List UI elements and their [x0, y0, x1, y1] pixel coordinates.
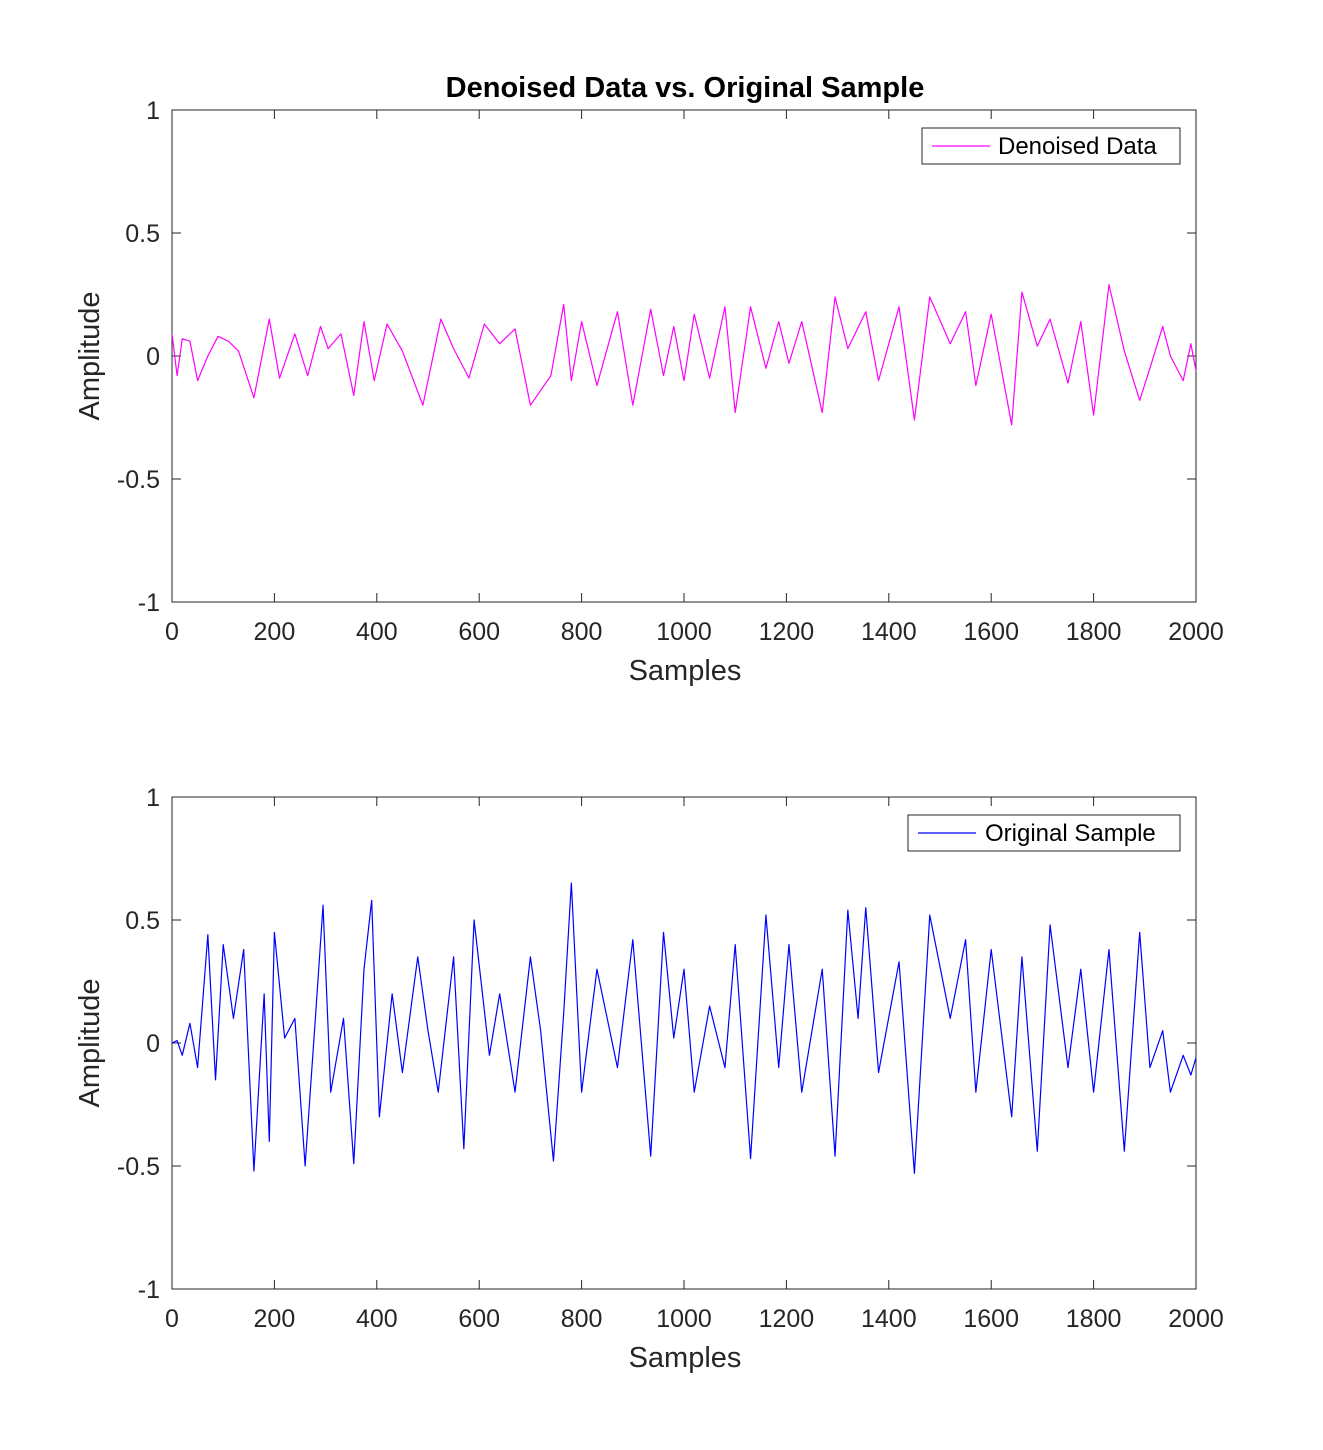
chart-title: Denoised Data vs. Original Sample: [446, 72, 925, 104]
y-tick-labels: 1 0.5 0 -0.5 -1: [117, 97, 160, 617]
plot-area: [171, 796, 1197, 1290]
x-tick-label: 1000: [656, 618, 712, 646]
legend: Original Sample: [907, 814, 1181, 852]
x-tick-label: 2000: [1168, 618, 1224, 646]
y-tick-label: 0: [146, 1030, 160, 1058]
x-tick-label: 1200: [759, 1305, 815, 1333]
x-tick-label: 1400: [861, 1305, 917, 1333]
legend-label: Denoised Data: [998, 133, 1157, 160]
x-axis-label: Samples: [629, 655, 742, 687]
x-tick-label: 1400: [861, 618, 917, 646]
x-tick-label: 1200: [759, 618, 815, 646]
y-tick-label: -0.5: [117, 466, 160, 494]
series-line-denoised-data: [171, 284, 1197, 426]
x-tick-label: 1800: [1066, 618, 1122, 646]
y-axis-label: Amplitude: [74, 292, 106, 421]
x-axis-label: Samples: [629, 1342, 742, 1374]
y-axis-label: Amplitude: [74, 979, 106, 1108]
x-tick-labels: 0 200 400 600 800 1000 1200 1400 1600 1800 2000: [165, 1305, 1224, 1333]
y-tick-label: -0.5: [117, 1153, 160, 1181]
x-tick-label: 200: [254, 1305, 296, 1333]
x-tick-labels: 0 200 400 600 800 1000 1200 1400 1600 1800 2000: [165, 618, 1224, 646]
x-tick-label: 2000: [1168, 1305, 1224, 1333]
y-tick-label: 0.5: [125, 220, 160, 248]
y-tick-label: 1: [146, 784, 160, 812]
x-tick-label: 600: [458, 1305, 500, 1333]
x-tick-label: 1000: [656, 1305, 712, 1333]
x-tick-label: 400: [356, 618, 398, 646]
y-tick-labels: 1 0.5 0 -0.5 -1: [117, 784, 160, 1304]
x-tick-label: 0: [165, 618, 179, 646]
y-tick-label: 0.5: [125, 907, 160, 935]
x-tick-label: 0: [165, 1305, 179, 1333]
x-tick-label: 800: [561, 618, 603, 646]
x-tick-label: 1600: [963, 1305, 1019, 1333]
legend: Denoised Data: [921, 127, 1181, 165]
plot-area: [171, 109, 1197, 603]
axis-ticks: [171, 796, 1197, 1290]
y-tick-label: -1: [138, 589, 160, 617]
x-tick-label: 600: [458, 618, 500, 646]
x-tick-label: 1600: [963, 618, 1019, 646]
axis-ticks: [171, 109, 1197, 603]
x-tick-label: 800: [561, 1305, 603, 1333]
legend-label: Original Sample: [985, 820, 1156, 847]
subplot-original: 1 0.5 0 -0.5 -1 0 200 400 600 800 1000 1200 1400 160…: [74, 784, 1224, 1374]
series-line-original-sample: [171, 882, 1197, 1174]
x-tick-label: 1800: [1066, 1305, 1122, 1333]
y-tick-label: -1: [138, 1276, 160, 1304]
x-tick-label: 200: [254, 618, 296, 646]
subplot-denoised: Denoised Data vs. Original Sample 10.50-…: [74, 72, 1224, 687]
y-tick-label: 1: [146, 97, 160, 125]
y-tick-label: 0: [146, 343, 160, 371]
x-tick-label: 400: [356, 1305, 398, 1333]
